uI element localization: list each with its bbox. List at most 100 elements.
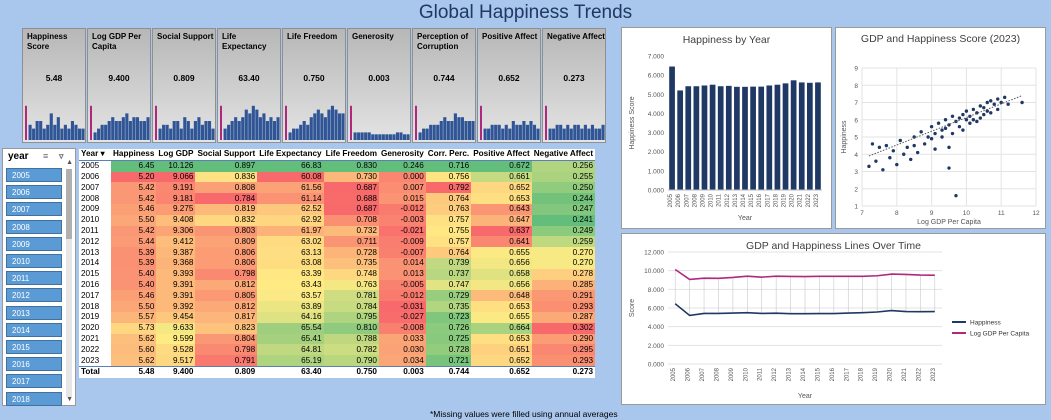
scatter-point bbox=[888, 156, 892, 160]
scatter-point bbox=[964, 118, 969, 122]
slicer-item-2016[interactable]: 2016 bbox=[6, 357, 62, 372]
table-row: 2010 5.50 9.408 0.832 62.92 0.708 -0.003 0.757 0… bbox=[79, 214, 596, 226]
scroll-thumb[interactable] bbox=[66, 169, 72, 239]
slicer-item-2008[interactable]: 2008 bbox=[6, 219, 62, 234]
slicer-item-2007[interactable]: 2007 bbox=[6, 202, 62, 217]
slicer-item-2013[interactable]: 2013 bbox=[6, 305, 62, 320]
column-header[interactable]: Social Support bbox=[195, 149, 258, 161]
scatter-point bbox=[940, 135, 944, 139]
kpi-spark-bar bbox=[179, 128, 183, 140]
kpi-spark-bar bbox=[392, 134, 396, 140]
y-tick-label: 0.000 bbox=[648, 362, 665, 369]
kpi-label: Generosity bbox=[352, 32, 394, 41]
table-cell: 0.014 bbox=[378, 257, 426, 269]
kpi-spark-bar bbox=[230, 121, 234, 140]
table-cell: 65.19 bbox=[257, 355, 324, 367]
x-tick-label: 2012 bbox=[725, 193, 731, 207]
kpi-spark-bar bbox=[490, 124, 494, 140]
table-cell: 0.756 bbox=[425, 171, 472, 183]
kpi-spark-bar bbox=[251, 105, 255, 140]
table-cell: 5.50 bbox=[111, 214, 157, 226]
column-header[interactable]: Generosity bbox=[378, 149, 426, 161]
scatter-point bbox=[895, 162, 899, 167]
kpi-spark-bar bbox=[480, 105, 482, 140]
column-header[interactable]: Happiness bbox=[111, 149, 157, 161]
column-header[interactable]: Life Expectancy bbox=[257, 149, 324, 161]
slicer-scrollbar[interactable] bbox=[66, 169, 72, 397]
kpi-spark-bar bbox=[302, 121, 306, 140]
kpi-spark-bar bbox=[453, 113, 457, 140]
column-header[interactable]: Positive Affect bbox=[471, 149, 532, 161]
scroll-down-icon[interactable]: ▼ bbox=[66, 396, 73, 403]
year-slicer[interactable]: year ≡ ▿ 2005 2006 2007 2008 2009 2010 2011 201… bbox=[2, 148, 76, 406]
table-cell: 5.46 bbox=[111, 203, 157, 215]
slicer-item-2006[interactable]: 2006 bbox=[6, 185, 62, 200]
table-cell: 0.293 bbox=[531, 355, 596, 367]
column-header[interactable]: Log GDP bbox=[156, 149, 196, 161]
table-cell: 0.726 bbox=[425, 322, 472, 334]
slicer-item-2015[interactable]: 2015 bbox=[6, 340, 62, 354]
table-cell: 60.08 bbox=[257, 171, 324, 183]
column-header[interactable]: Life Freedom bbox=[323, 149, 379, 161]
kpi-spark-bar bbox=[566, 124, 570, 140]
kpi-spark-bar bbox=[77, 128, 82, 140]
kpi-value: 63.40 bbox=[238, 73, 260, 83]
slicer-item-2009[interactable]: 2009 bbox=[6, 236, 62, 251]
filter-dropdown-icon[interactable]: ▾ bbox=[98, 149, 105, 159]
kpi-spark-bar bbox=[292, 128, 296, 140]
y-tick-label: 12.000 bbox=[644, 250, 664, 257]
table-cell: 63.02 bbox=[257, 236, 324, 248]
table-cell: 0.652 bbox=[471, 355, 532, 367]
slicer-item-2011[interactable]: 2011 bbox=[6, 271, 62, 286]
x-tick-label: 9 bbox=[930, 210, 934, 217]
slicer-item-2010[interactable]: 2010 bbox=[6, 254, 62, 268]
kpi-sparkbar bbox=[415, 105, 475, 140]
scatter-point bbox=[964, 109, 969, 113]
bar bbox=[725, 85, 732, 190]
slicer-item-2012[interactable]: 2012 bbox=[6, 288, 62, 303]
x-tick-label: 2012 bbox=[772, 367, 778, 381]
slicer-item-2018[interactable]: 2018 bbox=[6, 391, 62, 406]
slicer-item-2014[interactable]: 2014 bbox=[6, 322, 62, 337]
kpi-spark-bar bbox=[418, 132, 422, 140]
table-cell: 0.687 bbox=[323, 203, 379, 215]
scroll-up-icon[interactable]: ▲ bbox=[66, 159, 73, 166]
kpi-spark-bar bbox=[155, 105, 157, 140]
kpi-spark-bar bbox=[583, 124, 587, 140]
kpi-spark-bar bbox=[601, 124, 605, 140]
kpi-spark-bar bbox=[406, 134, 410, 140]
table-cell: 10.126 bbox=[156, 160, 196, 172]
kpi-spark-bar bbox=[227, 124, 231, 140]
table-cell: 9.517 bbox=[156, 355, 196, 367]
x-tick-label: 2016 bbox=[830, 367, 836, 381]
table-cell: 0.798 bbox=[195, 344, 258, 356]
table-cell: 5.62 bbox=[111, 355, 157, 367]
bar bbox=[693, 86, 700, 190]
scatter-point bbox=[877, 145, 882, 150]
clear-filter-icon[interactable]: ▿ bbox=[59, 151, 64, 161]
scatter-point bbox=[996, 107, 1000, 112]
table-cell: 0.781 bbox=[323, 290, 379, 302]
column-header[interactable]: Year ▾ bbox=[79, 149, 111, 161]
kpi-value: 0.652 bbox=[498, 73, 520, 83]
table-cell: 0.805 bbox=[195, 290, 258, 302]
trendline bbox=[868, 95, 1023, 157]
scatter-point bbox=[985, 109, 989, 113]
slicer-item-2017[interactable]: 2017 bbox=[6, 374, 62, 389]
kpi-spark-bar bbox=[555, 124, 559, 140]
y-tick-label: 3.000 bbox=[648, 130, 665, 137]
kpi-spark-bar bbox=[169, 128, 173, 140]
table-row: 2007 5.42 9.191 0.808 61.56 0.687 0.007 0.792 0.… bbox=[79, 182, 596, 194]
kpi-label: Negative Affect bbox=[547, 32, 605, 41]
table-cell: 0.764 bbox=[425, 193, 472, 204]
scatter-point bbox=[978, 104, 983, 108]
column-header[interactable]: Negative Affect bbox=[531, 149, 596, 161]
kpi-spark-bar bbox=[46, 124, 50, 140]
series-line-happiness bbox=[674, 303, 935, 317]
slicer-item-2005[interactable]: 2005 bbox=[6, 168, 62, 182]
column-header[interactable]: Corr. Perc. bbox=[425, 149, 472, 161]
kpi-spark-bar bbox=[237, 121, 241, 140]
x-axis-label: Log GDP Per Capita bbox=[917, 219, 981, 226]
multi-select-icon[interactable]: ≡ bbox=[43, 151, 49, 161]
table-cell: 0.285 bbox=[531, 279, 596, 291]
